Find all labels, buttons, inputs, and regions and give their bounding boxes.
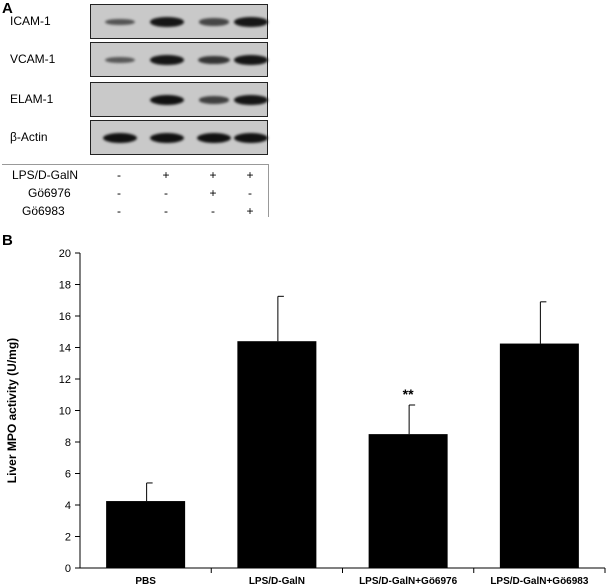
y-tick-label: 4 [65, 500, 71, 512]
x-tick-label: PBS [135, 576, 156, 587]
treatment-row: Gö6976 - - + - [0, 186, 270, 203]
panel-b-letter: B [2, 232, 13, 249]
treatment-name: LPS/D-GalN [12, 168, 79, 182]
treatment-table [2, 164, 269, 217]
blot-band [150, 17, 184, 27]
treatment-mark: - [164, 204, 168, 218]
y-tick-label: 16 [59, 311, 71, 323]
treatment-mark: + [162, 168, 170, 182]
blot-band [234, 17, 268, 27]
y-tick-label: 10 [59, 406, 71, 418]
blot-band [103, 133, 137, 143]
bar [368, 434, 448, 568]
blot-band [150, 95, 184, 105]
blot-band [198, 18, 230, 26]
y-tick-label: 20 [59, 248, 71, 260]
treatment-mark: - [211, 204, 215, 218]
treatment-mark: - [117, 168, 121, 182]
blot-band [197, 133, 231, 143]
bar [237, 341, 317, 568]
treatment-mark: - [164, 186, 168, 200]
blot-image [90, 4, 268, 39]
treatment-row: LPS/D-GalN - + + + [0, 168, 270, 185]
y-tick-label: 12 [59, 374, 71, 386]
treatment-mark: + [209, 186, 217, 200]
y-tick-label: 6 [65, 469, 71, 481]
y-tick-label: 8 [65, 437, 71, 449]
blot-band [198, 96, 230, 104]
treatment-mark: + [209, 168, 217, 182]
panel-a-letter: A [2, 0, 13, 17]
blot-band [198, 55, 230, 65]
treatment-mark: - [248, 186, 252, 200]
treatment-mark: + [246, 204, 254, 218]
treatment-name: Gö6983 [22, 204, 65, 218]
y-tick-label: 18 [59, 280, 71, 292]
y-tick-label: 2 [65, 532, 71, 544]
y-axis-label: Liver MPO activity (U/mg) [5, 338, 19, 483]
treatment-name: Gö6976 [28, 186, 71, 200]
y-tick-label: 14 [59, 343, 71, 355]
blot-band [234, 133, 268, 143]
blot-image [90, 120, 268, 155]
treatment-row: Gö6983 - - - + [0, 204, 270, 221]
bar [106, 501, 186, 568]
blot-image [90, 82, 268, 117]
blot-label: ICAM-1 [10, 14, 51, 28]
blot-band [234, 55, 268, 65]
blot-band [150, 55, 184, 65]
blot-image [90, 42, 268, 77]
blot-band [234, 95, 268, 105]
blot-label: ELAM-1 [10, 92, 54, 106]
blot-label: VCAM-1 [10, 52, 56, 66]
treatment-mark: + [246, 168, 254, 182]
x-tick-label: LPS/D-GalN+Gö6983 [490, 576, 589, 587]
blot-label: β-Actin [10, 130, 48, 144]
treatment-mark: - [117, 204, 121, 218]
treatment-mark: - [117, 186, 121, 200]
y-tick-label: 0 [65, 563, 71, 575]
x-tick-label: LPS/D-GalN [249, 576, 305, 587]
significance-marker: ** [403, 386, 414, 402]
x-tick-label: LPS/D-GalN+Gö6976 [359, 576, 458, 587]
blot-band [105, 56, 135, 64]
bar [499, 343, 579, 568]
blot-band [150, 133, 184, 143]
blot-band [105, 18, 135, 26]
